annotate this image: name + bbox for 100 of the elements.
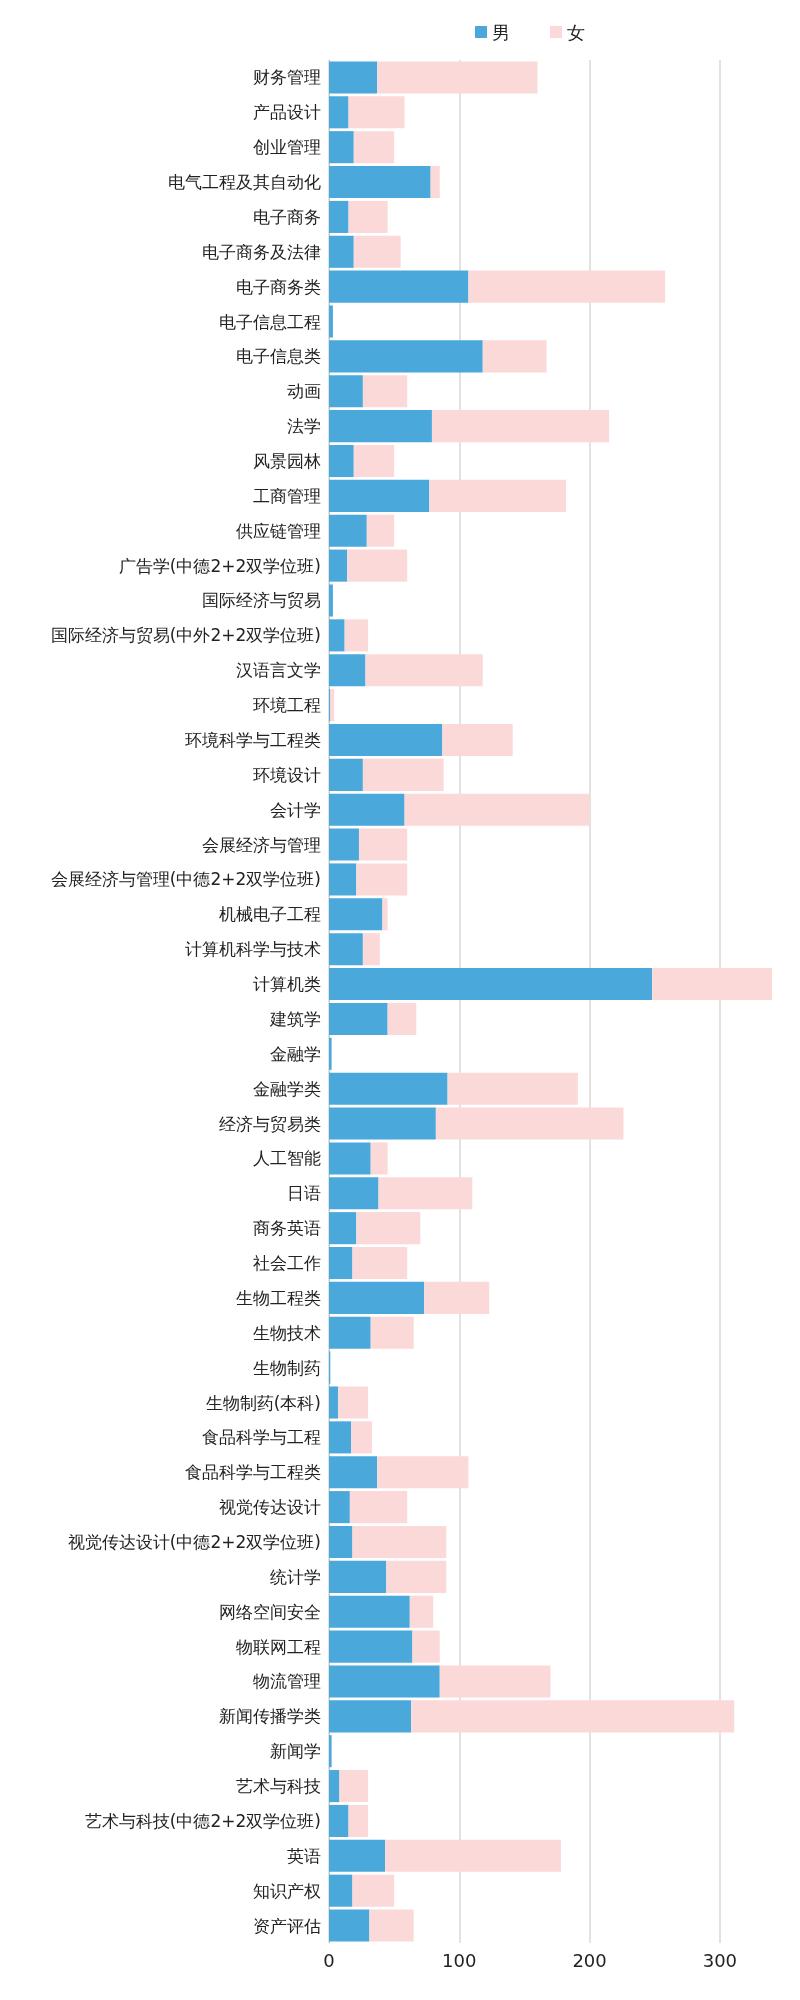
bar xyxy=(329,654,366,687)
bar xyxy=(348,96,405,129)
bar xyxy=(352,1525,447,1559)
bar xyxy=(329,1316,371,1349)
y-tick-label: 物流管理 xyxy=(253,1671,321,1692)
bar xyxy=(366,514,395,547)
bar xyxy=(358,828,408,861)
legend-label: 女 xyxy=(567,21,585,43)
bar xyxy=(385,1839,561,1872)
bar xyxy=(339,1770,369,1803)
bar xyxy=(329,1735,332,1768)
bar xyxy=(348,1804,369,1837)
y-tick-label: 产品设计 xyxy=(253,102,321,123)
bar xyxy=(329,1072,448,1105)
bar xyxy=(352,1874,395,1907)
bar xyxy=(378,1177,473,1210)
bar xyxy=(329,235,354,268)
bar xyxy=(329,1456,378,1489)
y-tick-label: 电子商务及法律 xyxy=(202,241,321,262)
bar xyxy=(387,1002,417,1035)
y-tick-label: 艺术与科技(中德2+2双学位班) xyxy=(84,1810,321,1831)
bar xyxy=(365,654,483,687)
bar xyxy=(329,1281,425,1314)
bar xyxy=(329,1770,340,1803)
bar xyxy=(329,723,443,757)
x-tick-label: 300 xyxy=(702,1949,738,1971)
y-tick-label: 电子商务类 xyxy=(236,276,321,297)
y-tick-label: 供应链管理 xyxy=(236,520,321,541)
y-tick-label: 生物技术 xyxy=(253,1322,321,1343)
bar xyxy=(329,619,345,652)
bar xyxy=(329,1491,350,1524)
y-tick-label: 电子商务 xyxy=(253,206,321,227)
bar xyxy=(377,61,538,94)
bar xyxy=(329,200,349,233)
y-tick-label: 汉语言文学 xyxy=(236,660,321,681)
bar xyxy=(356,1212,421,1245)
bar xyxy=(329,1665,440,1698)
y-tick-label: 环境设计 xyxy=(253,764,321,785)
bar xyxy=(482,340,547,373)
bar xyxy=(370,1142,388,1175)
bar xyxy=(329,1909,370,1942)
bar xyxy=(362,758,444,791)
bar xyxy=(430,166,440,199)
bar xyxy=(344,619,369,652)
bar xyxy=(347,549,408,582)
y-tick-label: 环境工程 xyxy=(253,695,321,716)
y-tick-label: 统计学 xyxy=(270,1566,321,1587)
bar xyxy=(370,1316,414,1349)
y-tick-label: 金融学 xyxy=(270,1043,321,1064)
bar xyxy=(353,131,395,164)
bar xyxy=(442,723,513,757)
bar xyxy=(404,793,590,826)
bar xyxy=(329,1246,353,1280)
bar xyxy=(329,1630,413,1663)
bar xyxy=(329,166,431,199)
bar xyxy=(329,1107,436,1140)
bar xyxy=(329,1839,386,1872)
y-tick-label: 视觉传达设计 xyxy=(219,1497,321,1518)
bar xyxy=(329,514,367,547)
y-tick-label: 电子信息工程 xyxy=(219,311,321,332)
y-tick-label: 创业管理 xyxy=(253,137,321,158)
bar xyxy=(435,1107,624,1140)
bar xyxy=(447,1072,578,1105)
bar xyxy=(429,479,567,512)
bar xyxy=(412,1630,440,1663)
bar xyxy=(352,1246,408,1280)
bar xyxy=(329,270,469,303)
y-tick-label: 生物工程类 xyxy=(236,1287,321,1308)
y-tick-label: 资产评估 xyxy=(253,1915,321,1936)
bar xyxy=(329,933,363,966)
bar xyxy=(329,828,359,861)
bar xyxy=(353,444,395,478)
bar xyxy=(356,863,408,896)
bar xyxy=(431,410,610,443)
y-tick-label: 社会工作 xyxy=(253,1253,321,1274)
bar xyxy=(329,863,357,896)
bar xyxy=(329,1177,379,1210)
y-tick-label: 英语 xyxy=(287,1845,321,1866)
bar xyxy=(362,933,380,966)
x-tick-label: 200 xyxy=(572,1949,607,1971)
bar xyxy=(329,1386,339,1419)
bar xyxy=(329,1804,349,1837)
bar xyxy=(329,131,354,164)
y-tick-label: 工商管理 xyxy=(253,485,321,506)
bar xyxy=(329,340,483,373)
bar xyxy=(377,1456,469,1489)
bar xyxy=(329,898,383,931)
y-tick-label: 计算机类 xyxy=(253,974,321,995)
y-tick-label: 电子信息类 xyxy=(236,346,321,367)
y-tick-label: 计算机科学与技术 xyxy=(185,939,321,960)
y-tick-label: 生物制药(本科) xyxy=(205,1392,321,1413)
bar xyxy=(329,793,405,826)
y-tick-label: 机械电子工程 xyxy=(219,904,321,925)
bar xyxy=(369,1909,414,1942)
y-tick-label: 视觉传达设计(中德2+2双学位班) xyxy=(67,1531,321,1552)
bar xyxy=(329,96,349,129)
y-tick-label: 环境科学与工程类 xyxy=(185,729,321,750)
y-tick-label: 建筑学 xyxy=(269,1008,321,1029)
bar xyxy=(329,305,333,338)
y-tick-label: 商务英语 xyxy=(253,1218,321,1239)
